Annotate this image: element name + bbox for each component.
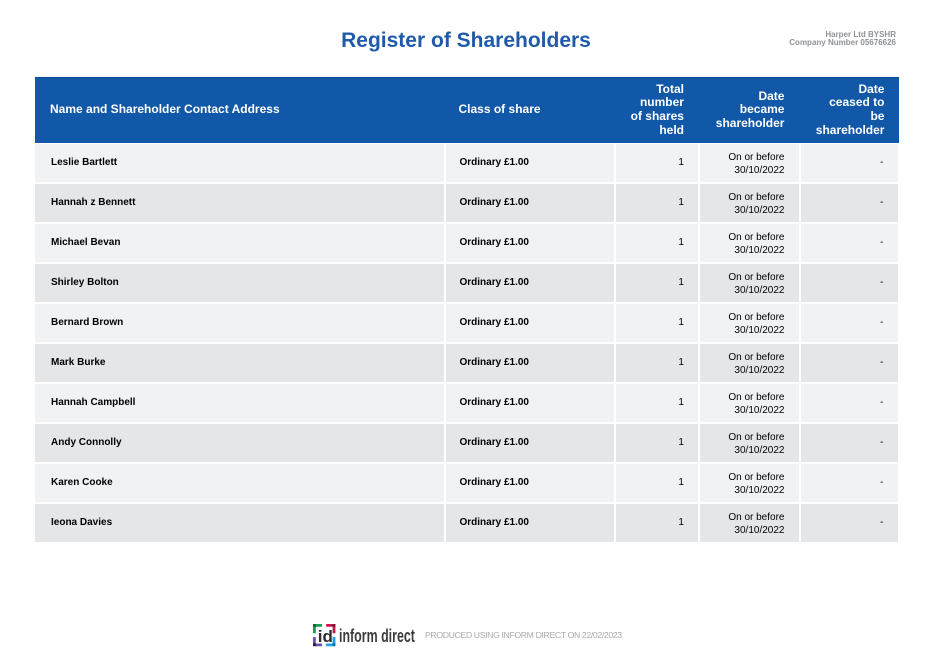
svg-text:id: id (318, 627, 333, 646)
